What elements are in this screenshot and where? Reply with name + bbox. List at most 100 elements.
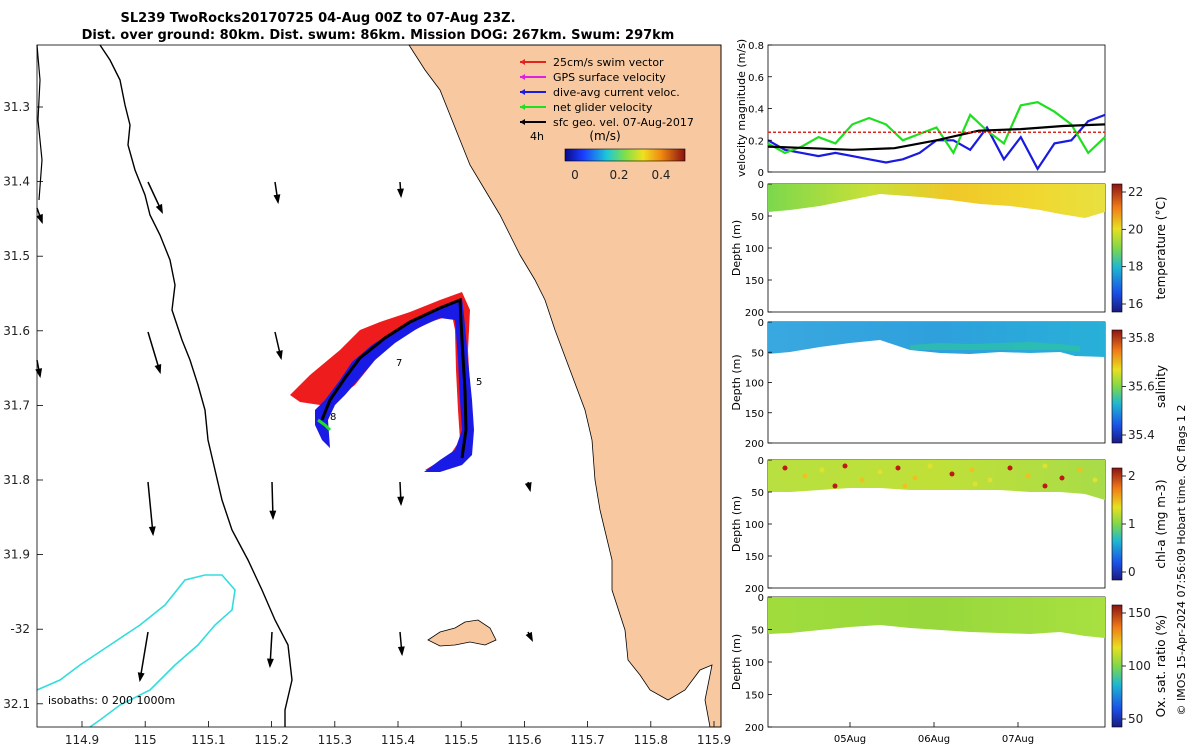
depth-y-tick-label: 50 <box>751 348 764 359</box>
velocity-series-sfc-geo <box>767 123 1106 151</box>
map-y-tick-label: 31.8 <box>3 473 30 487</box>
chla-high-points <box>782 463 1098 489</box>
map-x-tick-label: 115.4 <box>381 733 415 747</box>
map-x-tick-label: 115.7 <box>570 733 604 747</box>
velocity-axes <box>767 44 1106 173</box>
chla-point <box>819 467 825 473</box>
depth-y-tick-label: 100 <box>745 520 764 531</box>
salinity-deep-layer <box>910 342 1080 352</box>
colorbar-tick-label: 20 <box>1128 222 1143 236</box>
depth-y-tick-label: 0 <box>758 456 764 467</box>
velocity-y-tick-label: 0.6 <box>748 73 764 84</box>
map-y-tick-label: 32.1 <box>3 697 30 711</box>
colorbar-tick-label: 0 <box>1128 565 1136 579</box>
colorbar-label: (m/s) <box>589 129 620 143</box>
map-legend: 25cm/s swim vector GPS surface velocity di… <box>520 56 694 129</box>
depth-y-tick-label: 100 <box>745 244 764 255</box>
depth-y-tick-label: 100 <box>745 379 764 390</box>
geo-arrowhead <box>397 646 405 657</box>
legend-entry: sfc geo. vel. 07-Aug-2017 <box>553 116 694 129</box>
geo-arrowhead <box>155 203 163 214</box>
map-y-tick-label: 31.4 <box>3 175 30 189</box>
chla-point <box>1042 483 1048 489</box>
isobath-1000m <box>36 574 236 728</box>
map-x-tick-label: 115.6 <box>507 733 541 747</box>
sfc-geo-velocity-arrows <box>35 181 533 683</box>
legend-arrowhead <box>520 119 525 125</box>
geo-arrowhead <box>36 213 43 225</box>
velocity-y-tick-label: 0.4 <box>748 105 764 116</box>
glider-track: 5 7 8 <box>290 292 482 472</box>
legend-arrowhead <box>520 104 525 110</box>
geo-arrowhead <box>273 194 281 205</box>
depth-y-tick-label: 200 <box>745 723 764 734</box>
map-x-tick-label: 115.3 <box>318 733 352 747</box>
salinity-panel <box>767 321 1123 444</box>
isobaths-label: isobaths: 0 200 1000m <box>48 694 175 707</box>
map-y-tick-label: 31.6 <box>3 324 30 338</box>
colorbar-tick-label: 2 <box>1128 469 1136 483</box>
velocity-y-tick-label: 0 <box>758 168 764 179</box>
chla-point <box>1025 473 1031 479</box>
colorbar-label: chl-a (mg m-3) <box>1154 479 1168 568</box>
geo-arrowhead <box>275 350 283 361</box>
temperature-colorbar <box>1111 183 1123 313</box>
map-x-tick-label: 115.5 <box>444 733 478 747</box>
map-y-tick-label: 31.9 <box>3 548 30 562</box>
map-x-tick-label: 115.8 <box>634 733 668 747</box>
day-label-7: 7 <box>396 358 402 369</box>
isobath-200m <box>99 44 293 727</box>
depth-y-tick-label: 0 <box>758 180 764 191</box>
oxygen-field <box>768 597 1105 638</box>
geo-arrowhead <box>397 188 404 199</box>
colorbar-tick-label: 35.8 <box>1128 331 1155 345</box>
chla-point <box>802 473 808 479</box>
depth-y-tick-label: 200 <box>745 308 764 319</box>
colorbar-tick-label: 150 <box>1128 606 1151 620</box>
colorbar-label: Ox. sat. ratio (%) <box>1154 615 1168 717</box>
colorbar-label: temperature (°C) <box>1154 197 1168 300</box>
geo-arrowhead <box>154 363 162 375</box>
depth-ylabel: Depth (m) <box>730 496 743 552</box>
geo-arrowhead <box>524 482 532 493</box>
salinity-colorbar <box>1111 329 1123 444</box>
chla-point <box>912 475 918 481</box>
net-glider-velocity-segment <box>317 418 332 432</box>
geo-arrowhead <box>137 672 145 683</box>
time-x-tick-label: 05Aug <box>834 734 866 745</box>
map-x-tick-label: 115.1 <box>191 733 225 747</box>
temperature-field <box>768 184 1105 218</box>
map-x-ticks: 114.9 115 115.1 115.2 115.3 115.4 115.5 115.6 11… <box>65 721 731 747</box>
velocity-y-tick-label: 0.2 <box>748 136 764 147</box>
legend-entry: net glider velocity <box>553 101 653 114</box>
depth-ylabel: Depth (m) <box>730 634 743 690</box>
time-x-tick-label: 07Aug <box>1002 734 1034 745</box>
map-panel: 5 7 8 114.9 115 115.1 115.2 115.3 115.4 115.5 1… <box>3 44 731 747</box>
depth-y-tick-label: 0 <box>758 318 764 329</box>
oxygen-colorbar <box>1111 604 1123 728</box>
colorbar-tick-label: 100 <box>1128 659 1151 673</box>
chla-point <box>782 465 788 471</box>
temperature-panel <box>767 183 1123 313</box>
geo-arrow <box>139 631 149 681</box>
chla-point <box>902 483 908 489</box>
legend-entry: 25cm/s swim vector <box>553 56 664 69</box>
velocity-series-net-glider <box>767 101 1106 156</box>
legend-entry: dive-avg current veloc. <box>553 86 680 99</box>
depth-y-tick-label: 150 <box>745 552 764 563</box>
depth-y-tick-label: 50 <box>751 212 764 223</box>
legend-arrowhead <box>520 89 525 95</box>
map-y-tick-label: 31.3 <box>3 100 30 114</box>
chla-point <box>1077 467 1083 473</box>
time-label: 4h <box>530 130 544 143</box>
chla-point <box>895 465 901 471</box>
map-x-tick-label: 115 <box>134 733 157 747</box>
colorbar-tick-label: 35.6 <box>1128 380 1155 394</box>
day-label-8: 8 <box>330 412 336 423</box>
chla-point <box>859 477 865 483</box>
geo-arrowhead <box>35 368 43 379</box>
figure-title-line1: SL239 TwoRocks20170725 04-Aug 00Z to 07-… <box>120 11 515 26</box>
chla-point <box>1059 475 1065 481</box>
map-x-tick-label: 114.9 <box>65 733 99 747</box>
geo-arrowhead <box>525 631 533 642</box>
